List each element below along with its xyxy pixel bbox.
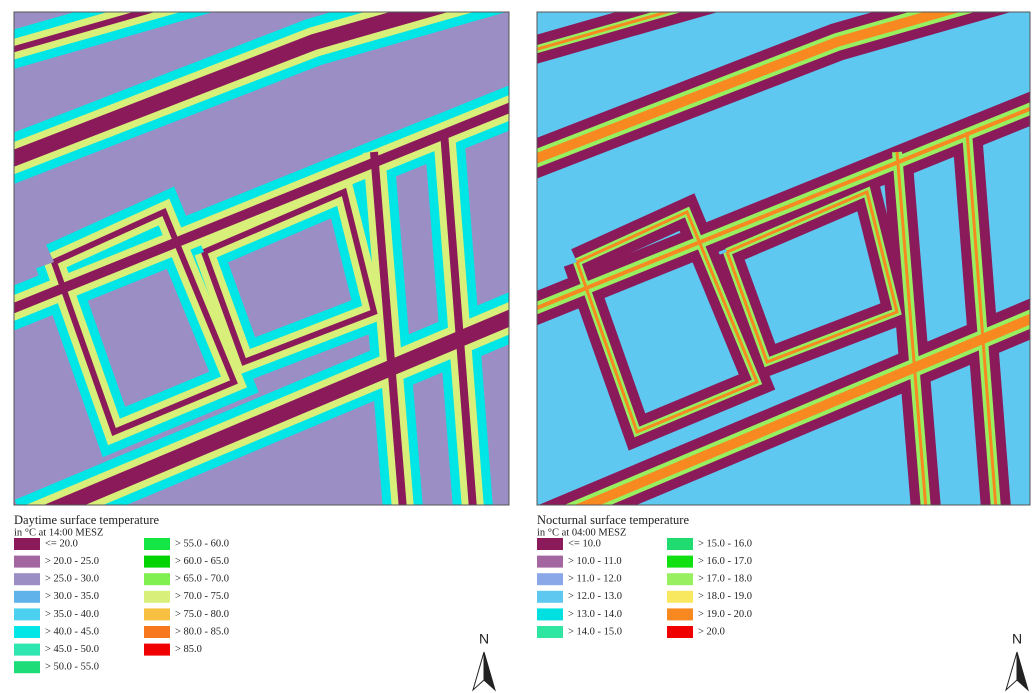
north-label: N <box>479 631 489 647</box>
legend-swatch <box>144 573 170 585</box>
legend-label: > 18.0 - 19.0 <box>698 591 752 602</box>
legend-label: > 65.0 - 70.0 <box>175 574 229 585</box>
legend-swatch <box>667 538 693 550</box>
legend-label: > 17.0 - 18.0 <box>698 574 752 585</box>
legend-swatch <box>537 626 563 638</box>
legend-swatch <box>14 626 40 638</box>
legend-label: > 13.0 - 14.0 <box>568 609 622 620</box>
north-arrow-fill <box>484 652 495 690</box>
legend-label: > 50.0 - 55.0 <box>45 662 99 673</box>
legend-label: > 19.0 - 20.0 <box>698 609 752 620</box>
legend-swatch <box>14 644 40 656</box>
legend-swatch <box>667 608 693 620</box>
legend-swatch <box>14 608 40 620</box>
legend-swatch <box>14 591 40 603</box>
page: Daytime surface temperaturein °C at 14:0… <box>0 0 1036 693</box>
legend-swatch <box>537 573 563 585</box>
legend-title: Nocturnal surface temperature <box>537 513 689 527</box>
legend-swatch <box>144 538 170 550</box>
legend-label: > 20.0 - 25.0 <box>45 556 99 567</box>
legend-swatch <box>537 608 563 620</box>
legend-swatch <box>144 591 170 603</box>
north-arrow <box>1006 652 1017 690</box>
legend-label: > 75.0 - 80.0 <box>175 609 229 620</box>
legend-label: > 16.0 - 17.0 <box>698 556 752 567</box>
legend-swatch <box>667 556 693 568</box>
north-arrow <box>473 652 484 690</box>
legend-label: > 12.0 - 13.0 <box>568 591 622 602</box>
legend-swatch <box>144 608 170 620</box>
legend-swatch <box>667 626 693 638</box>
legend-title: Daytime surface temperature <box>14 513 160 527</box>
legend-swatch <box>144 556 170 568</box>
legend-subtitle: in °C at 04:00 MESZ <box>537 527 626 538</box>
legend-label: > 35.0 - 40.0 <box>45 609 99 620</box>
legend-subtitle: in °C at 14:00 MESZ <box>14 527 103 538</box>
north-arrow-fill <box>1017 652 1028 690</box>
legend-label: > 20.0 <box>698 626 725 637</box>
legend-label: > 70.0 - 75.0 <box>175 591 229 602</box>
legend-swatch <box>537 556 563 568</box>
legend-swatch <box>667 591 693 603</box>
legend-swatch <box>14 538 40 550</box>
map <box>527 0 1036 522</box>
map <box>4 0 524 522</box>
legend-label: > 10.0 - 11.0 <box>568 556 622 567</box>
legend-label: > 55.0 - 60.0 <box>175 538 229 549</box>
legend-label: > 80.0 - 85.0 <box>175 626 229 637</box>
legend-swatch <box>14 661 40 673</box>
legend-label: > 40.0 - 45.0 <box>45 626 99 637</box>
legend-label: > 11.0 - 12.0 <box>568 574 622 585</box>
legend-label: > 60.0 - 65.0 <box>175 556 229 567</box>
legend-label: > 25.0 - 30.0 <box>45 574 99 585</box>
legend-label: > 45.0 - 50.0 <box>45 644 99 655</box>
legend-swatch <box>537 591 563 603</box>
legend-label: > 15.0 - 16.0 <box>698 538 752 549</box>
legend-swatch <box>144 644 170 656</box>
legend-label: > 14.0 - 15.0 <box>568 626 622 637</box>
legend-swatch <box>144 626 170 638</box>
legend-label: > 85.0 <box>175 644 202 655</box>
legend-label: > 30.0 - 35.0 <box>45 591 99 602</box>
north-label: N <box>1012 631 1022 647</box>
legend-swatch <box>14 556 40 568</box>
legend-label: <= 20.0 <box>45 538 78 549</box>
legend-swatch <box>14 573 40 585</box>
legend-swatch <box>667 573 693 585</box>
legend-label: <= 10.0 <box>568 538 601 549</box>
legend-swatch <box>537 538 563 550</box>
